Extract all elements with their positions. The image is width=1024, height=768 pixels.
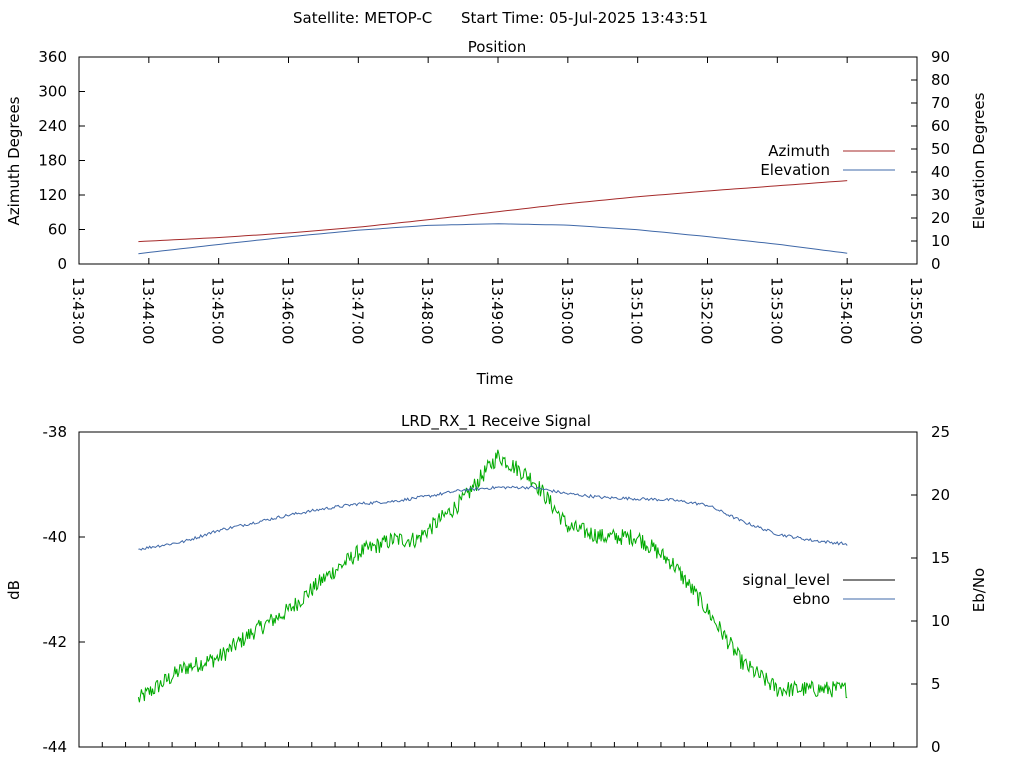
position-y2-axis: 0 10 20 30 40 50 60 70 80 90 bbox=[911, 48, 950, 273]
signal-y2-tick-label: 0 bbox=[931, 738, 941, 756]
position-y2-tick-label: 40 bbox=[931, 163, 950, 181]
position-y2-tick-label: 90 bbox=[931, 48, 950, 66]
signal-plot-frame bbox=[78, 431, 918, 748]
signal-y-tick-label: -42 bbox=[43, 633, 68, 651]
position-y2-tick-label: 20 bbox=[931, 209, 950, 227]
signal-y-tick-label: -40 bbox=[43, 528, 68, 546]
position-x-tick-label: 13:53:00 bbox=[767, 277, 785, 344]
position-y-tick-label: 300 bbox=[38, 83, 67, 101]
position-y2-tick-label: 30 bbox=[931, 186, 950, 204]
position-x-tick-label: 13:47:00 bbox=[348, 277, 366, 344]
signal-y2-tick-label: 20 bbox=[931, 486, 950, 504]
satellite-label: Satellite: METOP-C bbox=[293, 9, 432, 27]
ebno-series-line bbox=[138, 485, 848, 551]
position-y2-tick-label: 80 bbox=[931, 71, 950, 89]
position-y2-tick-label: 50 bbox=[931, 140, 950, 158]
signal-y2-axis: 0 5 10 15 20 25 bbox=[911, 423, 950, 756]
position-y-tick-label: 0 bbox=[57, 255, 67, 273]
position-x-tick-label: 13:55:00 bbox=[907, 277, 925, 344]
position-y-tick-label: 240 bbox=[38, 117, 67, 135]
position-y-tick-label: 60 bbox=[48, 221, 67, 239]
position-chart-title: Position bbox=[468, 38, 526, 56]
position-x-tick-label: 13:50:00 bbox=[558, 277, 576, 344]
signal-y2-tick-label: 10 bbox=[931, 612, 950, 630]
position-x-tick-label: 13:44:00 bbox=[139, 277, 157, 344]
position-y-tick-label: 180 bbox=[38, 152, 67, 170]
position-y2-tick-label: 70 bbox=[931, 94, 950, 112]
position-x-tick-label: 13:49:00 bbox=[488, 277, 506, 344]
position-x-tick-label: 13:54:00 bbox=[837, 277, 855, 344]
position-y2-axis-label: Elevation Degrees bbox=[970, 92, 988, 229]
legend-elevation-label: Elevation bbox=[760, 161, 830, 179]
position-y-axis-label: Azimuth Degrees bbox=[5, 96, 23, 225]
position-x-tick-label: 13:46:00 bbox=[279, 277, 297, 344]
position-x-tick-label: 13:48:00 bbox=[418, 277, 436, 344]
position-y-axis: 0 60 120 180 240 300 360 bbox=[38, 48, 85, 273]
position-x-axis-label: Time bbox=[476, 370, 514, 388]
position-y-tick-label: 120 bbox=[38, 186, 67, 204]
position-y2-tick-label: 10 bbox=[931, 232, 950, 250]
position-y2-tick-label: 0 bbox=[931, 255, 941, 273]
azimuth-series-line bbox=[138, 180, 848, 243]
signal-chart: LRD_RX_1 Receive Signal -44 -42 -40 -38 0 5 1… bbox=[5, 412, 988, 756]
legend-signal-level-label: signal_level bbox=[742, 571, 830, 590]
position-legend: Azimuth Elevation bbox=[760, 142, 895, 179]
signal-y-tick-label: -44 bbox=[43, 738, 68, 756]
position-x-tick-label: 13:45:00 bbox=[209, 277, 227, 344]
position-chart: Position 0 60 120 180 240 300 360 0 10 20 30 40 50 6… bbox=[5, 38, 988, 388]
position-x-tick-label: 13:51:00 bbox=[628, 277, 646, 344]
signal-y-axis: -44 -42 -40 -38 bbox=[43, 423, 85, 756]
start-time-label: Start Time: 05-Jul-2025 13:43:51 bbox=[461, 9, 708, 27]
signal-legend: signal_level ebno bbox=[742, 571, 895, 608]
position-y2-tick-label: 60 bbox=[931, 117, 950, 135]
position-x-tick-label: 13:43:00 bbox=[69, 277, 87, 344]
legend-ebno-label: ebno bbox=[793, 590, 830, 608]
signal-chart-title: LRD_RX_1 Receive Signal bbox=[401, 412, 591, 431]
signal-level-series-line bbox=[137, 449, 848, 703]
position-x-axis: 13:43:00 13:44:00 13:45:00 13:46:00 13:47:00… bbox=[69, 57, 925, 344]
elevation-series-line bbox=[138, 223, 848, 255]
signal-y2-tick-label: 25 bbox=[931, 423, 950, 441]
signal-y2-axis-label: Eb/No bbox=[970, 568, 988, 612]
position-x-tick-label: 13:52:00 bbox=[698, 277, 716, 344]
signal-y2-tick-label: 15 bbox=[931, 549, 950, 567]
signal-y-axis-label: dB bbox=[5, 580, 23, 600]
legend-azimuth-label: Azimuth bbox=[768, 142, 830, 160]
signal-y2-tick-label: 5 bbox=[931, 675, 941, 693]
position-y-tick-label: 360 bbox=[38, 48, 67, 66]
signal-y-tick-label: -38 bbox=[43, 423, 68, 441]
signal-x-axis bbox=[78, 742, 918, 747]
